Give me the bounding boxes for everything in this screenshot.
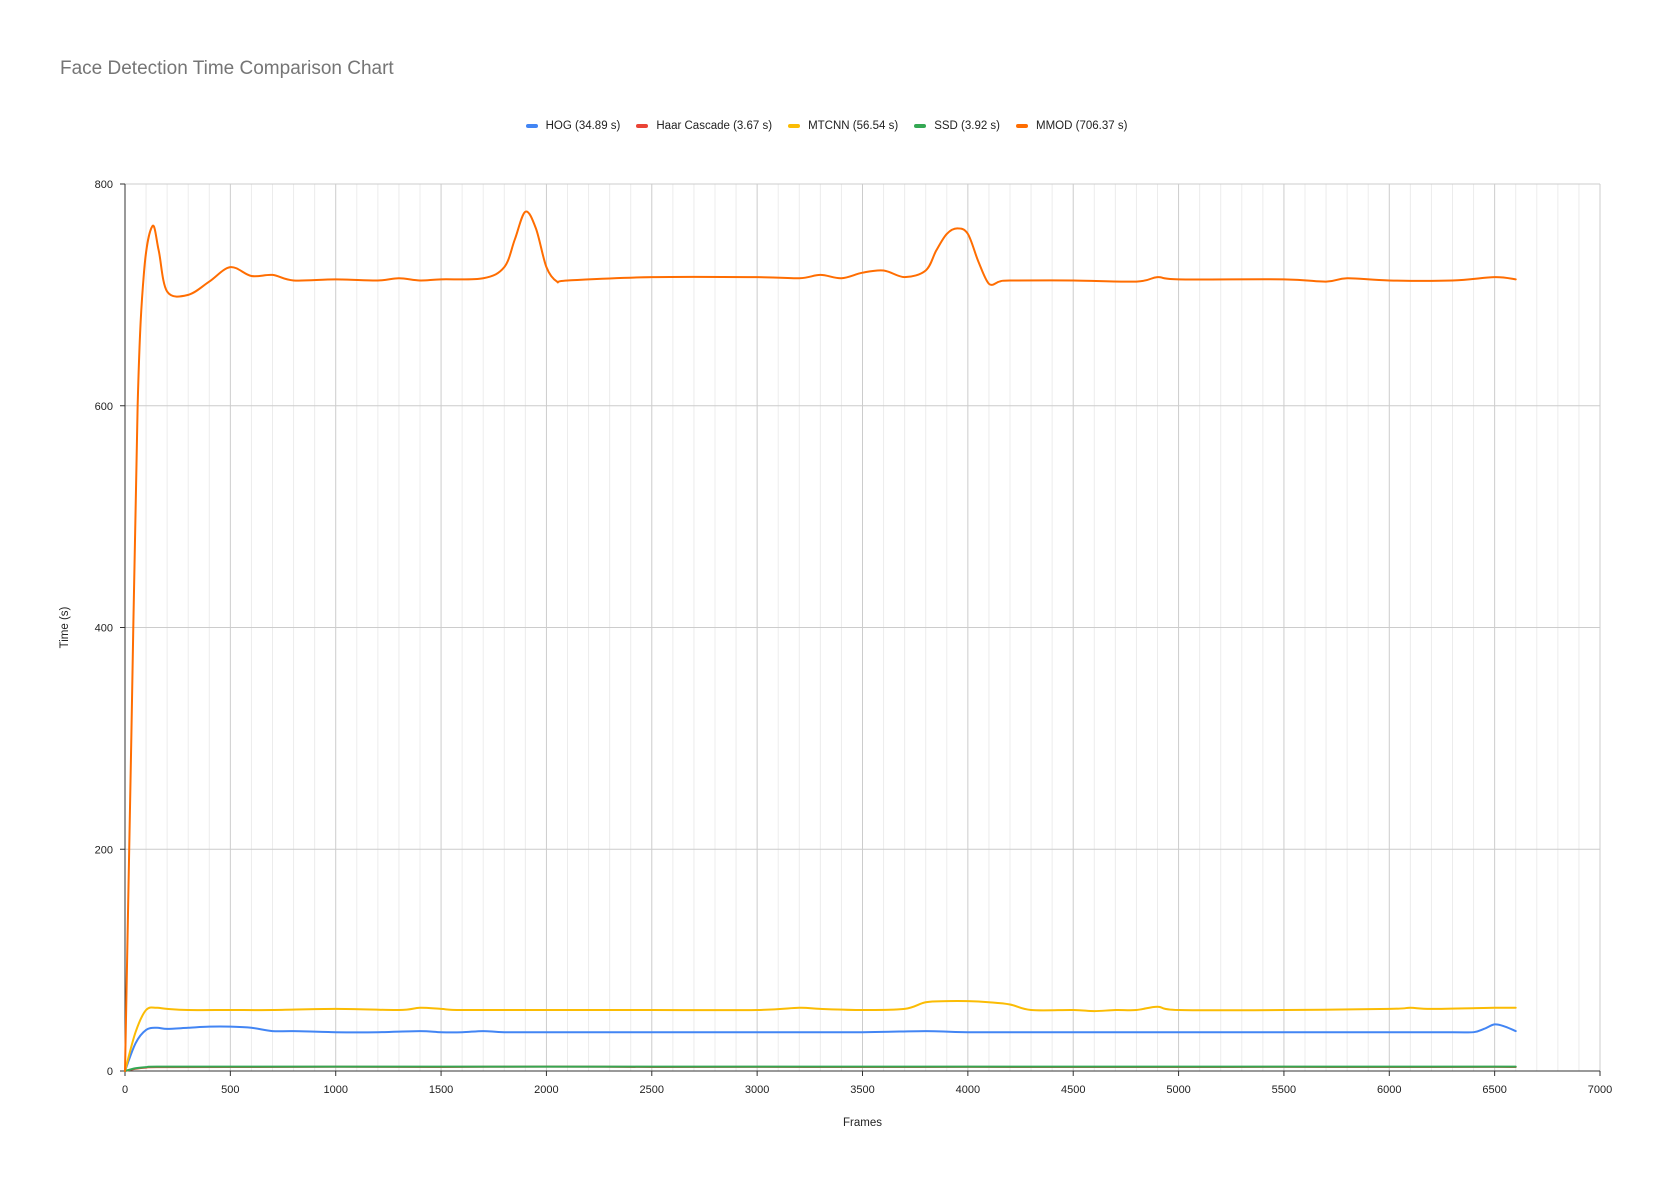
legend-item-mmod[interactable]: MMOD (706.37 s) xyxy=(1016,120,1127,132)
y-tick-label: 0 xyxy=(107,1066,113,1078)
major-gridlines xyxy=(125,183,1601,1071)
x-tick-label: 7000 xyxy=(1588,1084,1612,1096)
series-line-hog xyxy=(124,1023,1517,1072)
x-tick-label: 1000 xyxy=(323,1084,347,1096)
legend-item-ssd[interactable]: SSD (3.92 s) xyxy=(914,120,1000,132)
x-tick-label: 5500 xyxy=(1272,1084,1296,1096)
chart-title: Face Detection Time Comparison Chart xyxy=(60,58,394,79)
legend-label: MMOD (706.37 s) xyxy=(1036,120,1128,132)
x-tick-label: 6000 xyxy=(1377,1084,1401,1096)
series-line-mmod xyxy=(124,210,1517,1072)
y-axis-title: Time (s) xyxy=(59,606,71,648)
x-tick-label: 3000 xyxy=(745,1084,769,1096)
x-tick-label: 5000 xyxy=(1166,1084,1190,1096)
series-line-ssd xyxy=(124,1065,1517,1072)
x-tick-label: 0 xyxy=(122,1084,128,1096)
y-tick-label: 400 xyxy=(95,623,113,635)
x-tick-label: 3500 xyxy=(850,1084,874,1096)
x-tick-label: 1500 xyxy=(429,1084,453,1096)
legend-label: MTCNN (56.54 s) xyxy=(808,120,899,132)
x-tick-label: 500 xyxy=(221,1084,239,1096)
legend-label: Haar Cascade (3.67 s) xyxy=(656,120,773,132)
x-tick-label: 2500 xyxy=(640,1084,664,1096)
x-tick-label: 4000 xyxy=(956,1084,980,1096)
legend-swatch xyxy=(788,124,801,128)
y-tick-label: 800 xyxy=(95,179,113,191)
y-axis-ticks: 0 200 400 600 800 xyxy=(95,179,125,1078)
legend-item-mtcnn[interactable]: MTCNN (56.54 s) xyxy=(788,120,898,132)
y-tick-label: 600 xyxy=(95,401,113,413)
x-tick-label: 6500 xyxy=(1482,1084,1506,1096)
x-tick-label: 2000 xyxy=(534,1084,558,1096)
legend: HOG (34.89 s) Haar Cascade (3.67 s) MTCNN … xyxy=(0,120,1653,132)
series-line-mtcnn xyxy=(124,1000,1517,1072)
legend-item-haar-cascade[interactable]: Haar Cascade (3.67 s) xyxy=(636,120,772,132)
legend-label: SSD (3.92 s) xyxy=(934,120,1001,132)
legend-swatch xyxy=(525,124,538,128)
legend-swatch xyxy=(914,124,927,128)
legend-swatch xyxy=(1016,124,1029,128)
y-tick-label: 200 xyxy=(95,844,113,856)
legend-swatch xyxy=(636,124,649,128)
legend-label: HOG (34.89 s) xyxy=(545,120,621,132)
x-tick-label: 4500 xyxy=(1061,1084,1085,1096)
x-axis-ticks: 0 500 1000 1500 2000 2500 3000 3500 4000 4500 5000… xyxy=(122,1071,1612,1096)
legend-item-hog[interactable]: HOG (34.89 s) xyxy=(525,120,621,132)
x-axis-title: Frames xyxy=(843,1117,882,1129)
series-layer xyxy=(124,210,1517,1072)
